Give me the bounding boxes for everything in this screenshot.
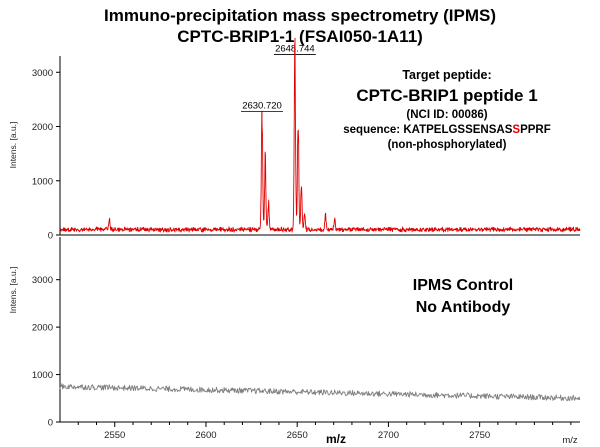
x-axis-label: m/z bbox=[326, 432, 346, 446]
target-peptide-annotation: Target peptide: CPTC-BRIP1 peptide 1 (NC… bbox=[343, 68, 550, 151]
control-annotation-line1: IPMS Control bbox=[413, 277, 513, 294]
bottom-y-axis-label: Intens. [a.u.] bbox=[8, 267, 18, 314]
x-ticks: 2550 2600 2650 2700 2750 bbox=[77, 422, 572, 441]
top-spectrum-trace bbox=[59, 37, 581, 233]
target-peptide-name: CPTC-BRIP1 peptide 1 bbox=[356, 86, 537, 105]
bottom-spectrum-trace bbox=[59, 383, 581, 402]
bottom-y-tick-label-1000: 1000 bbox=[32, 370, 53, 381]
sequence-label: sequence: bbox=[343, 124, 403, 136]
top-y-axis-label: Intens. [a.u.] bbox=[8, 122, 18, 169]
target-peptide-heading: Target peptide: bbox=[402, 68, 491, 82]
x-tick-label-2650: 2650 bbox=[287, 430, 308, 441]
target-peptide-sequence: sequence: KATPELGSSENSASSPPRF bbox=[343, 124, 550, 136]
figure-title-line1: Immuno-precipitation mass spectrometry (… bbox=[104, 6, 496, 25]
peak-label-2630.720: 2630.720 bbox=[242, 100, 282, 111]
top-y-tick-label-0: 0 bbox=[48, 231, 53, 242]
sequence-before: KATPELGSSENSAS bbox=[403, 124, 512, 136]
sequence-after: PPRF bbox=[520, 124, 551, 136]
x-tick-label-2750: 2750 bbox=[469, 430, 490, 441]
sequence-highlight-residue: S bbox=[512, 124, 520, 136]
bottom-y-tick-label-3000: 3000 bbox=[32, 275, 53, 286]
x-axis-corner-label: m/z bbox=[562, 435, 578, 446]
target-peptide-state: (non-phosphorylated) bbox=[388, 139, 507, 151]
x-tick-label-2550: 2550 bbox=[104, 430, 125, 441]
top-spectrum-panel: Intens. [a.u.] 0 1000 2000 3000 2630.720264… bbox=[8, 37, 581, 242]
target-peptide-nci-id: (NCI ID: 00086) bbox=[406, 109, 487, 121]
top-y-tick-label-1000: 1000 bbox=[32, 176, 53, 187]
top-y-tick-label-3000: 3000 bbox=[32, 68, 53, 79]
control-annotation-line2: No Antibody bbox=[416, 299, 511, 316]
top-y-ticks: 0 1000 2000 3000 bbox=[32, 68, 60, 242]
top-y-tick-label-2000: 2000 bbox=[32, 122, 53, 133]
bottom-spectrum-panel: Intens. [a.u.] 0 1000 2000 3000 2550 2600 265… bbox=[8, 237, 581, 441]
x-tick-label-2600: 2600 bbox=[195, 430, 216, 441]
figure-title-line2: CPTC-BRIP1-1 (FSAI050-1A11) bbox=[177, 27, 423, 46]
bottom-y-tick-label-2000: 2000 bbox=[32, 323, 53, 334]
bottom-y-ticks: 0 1000 2000 3000 bbox=[32, 275, 60, 429]
x-tick-label-2700: 2700 bbox=[378, 430, 399, 441]
bottom-y-tick-label-0: 0 bbox=[48, 418, 53, 429]
